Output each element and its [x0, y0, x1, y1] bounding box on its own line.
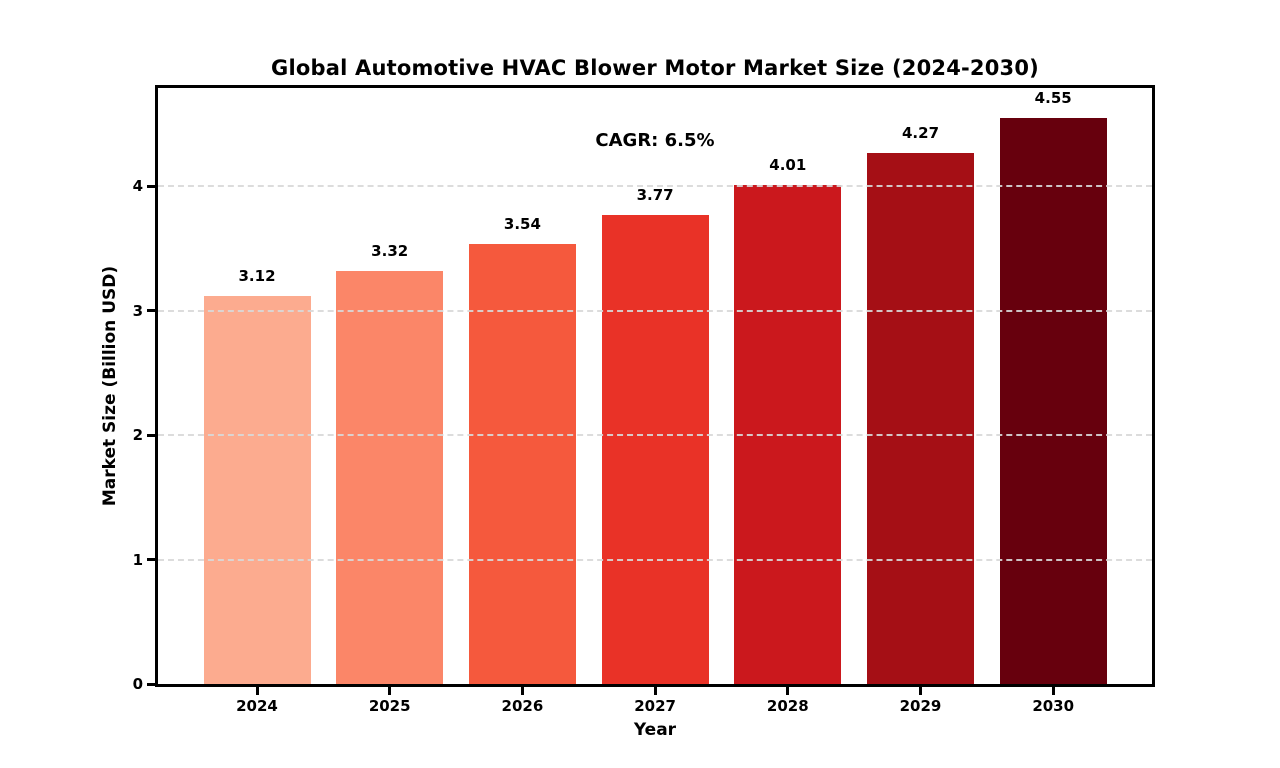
y-tick-label-4: 4 — [132, 177, 143, 196]
bar-2024 — [203, 295, 311, 684]
y-tick-mark-2 — [147, 433, 155, 437]
bar-value-label-2024: 3.12 — [238, 266, 276, 285]
bar-2025 — [336, 270, 444, 684]
cagr-annotation: CAGR: 6.5% — [595, 130, 715, 151]
y-tick-label-2: 2 — [132, 426, 143, 445]
x-tick-mark-2026 — [520, 687, 524, 695]
gridline-y4 — [158, 185, 1152, 188]
bar-value-label-2027: 3.77 — [636, 185, 674, 204]
bar-value-label-2025: 3.32 — [371, 241, 409, 260]
plot-area: 3.12 3.32 3.54 3.77 4.01 4.27 4.55 CAGR: 6.5% — [155, 85, 1155, 687]
x-tick-label-2026: 2026 — [501, 697, 544, 715]
x-tick-label-2025: 2025 — [368, 697, 411, 715]
x-tick-mark-2024 — [255, 687, 259, 695]
y-tick-label-3: 3 — [132, 301, 143, 320]
bar-2030 — [999, 117, 1107, 684]
gridline-y1 — [158, 558, 1152, 561]
gridline-y2 — [158, 434, 1152, 437]
x-tick-mark-2025 — [388, 687, 392, 695]
x-axis-label: Year — [633, 720, 677, 740]
y-tick-mark-4 — [147, 184, 155, 188]
bar-2026 — [468, 243, 576, 684]
gridline-y3 — [158, 309, 1152, 312]
x-tick-label-2024: 2024 — [236, 697, 278, 715]
bar-2027 — [601, 214, 709, 684]
bar-value-label-2030: 4.55 — [1034, 88, 1072, 107]
bar-value-label-2026: 3.54 — [503, 214, 541, 233]
x-tick-mark-2027 — [653, 687, 657, 695]
y-tick-label-1: 1 — [132, 550, 143, 569]
x-tick-mark-2028 — [786, 687, 790, 695]
x-tick-mark-2030 — [1051, 687, 1055, 695]
bar-2029 — [867, 152, 974, 684]
x-tick-label-2029: 2029 — [899, 697, 942, 715]
x-tick-label-2028: 2028 — [766, 697, 809, 715]
y-tick-mark-3 — [147, 309, 155, 313]
y-tick-mark-0 — [147, 682, 155, 686]
bar-value-label-2029: 4.27 — [901, 123, 940, 142]
y-tick-label-0: 0 — [132, 675, 143, 693]
y-axis-label: Market Size (Billion USD) — [100, 265, 120, 507]
x-tick-label-2030: 2030 — [1032, 697, 1075, 715]
chart-title: Global Automotive HVAC Blower Motor Mark… — [271, 56, 1039, 80]
x-tick-mark-2029 — [919, 687, 922, 695]
x-tick-label-2027: 2027 — [634, 697, 676, 715]
bar-value-label-2028: 4.01 — [769, 156, 807, 175]
y-tick-mark-1 — [147, 558, 155, 562]
